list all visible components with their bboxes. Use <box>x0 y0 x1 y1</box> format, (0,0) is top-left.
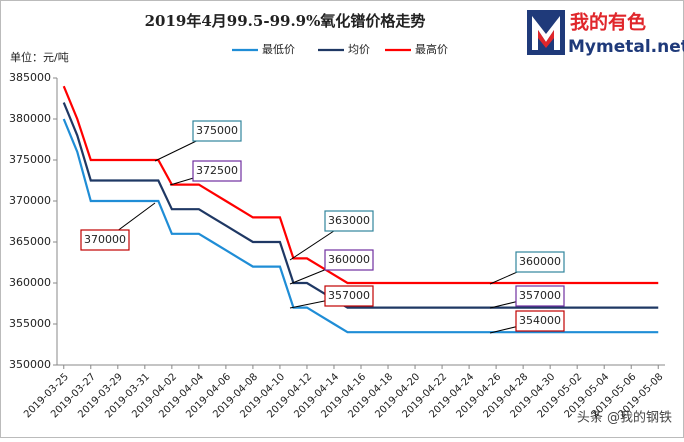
annotation-text: 360000 <box>328 253 370 266</box>
chart-title: 2019年4月99.5-99.9%氧化镨价格走势 <box>145 12 426 30</box>
logo-subtext: Mymetal.net <box>568 37 684 57</box>
annotation-box <box>192 160 242 182</box>
annotation-box <box>324 249 374 271</box>
logo-m <box>532 16 560 50</box>
annotation-box <box>192 120 242 142</box>
series-line <box>62 85 659 285</box>
logo-text: 我的有色 <box>570 11 646 34</box>
logo: 我的有色 Mymetal.net <box>527 10 684 57</box>
y-tick-label: 385000 <box>9 71 51 84</box>
annotation-box <box>515 251 565 273</box>
y-tick-label: 360000 <box>9 276 51 289</box>
annotation-text: 357000 <box>328 289 370 302</box>
legend-label: 最高价 <box>415 42 448 56</box>
y-tick-label: 365000 <box>9 235 51 248</box>
y-tick-label: 355000 <box>9 317 51 330</box>
logo-accent <box>538 30 554 48</box>
annotation-box <box>324 210 374 232</box>
legend-label: 均价 <box>348 43 370 56</box>
annotation-text: 363000 <box>328 214 370 227</box>
annotation-text: 370000 <box>84 233 126 246</box>
y-tick-label: 350000 <box>9 358 51 371</box>
annotation-text: 360000 <box>519 255 561 268</box>
annotation-text: 375000 <box>196 124 238 137</box>
watermark: 头条 @我的钢铁 <box>577 410 672 426</box>
annotation-text: 354000 <box>519 314 561 327</box>
series-line <box>62 102 659 309</box>
annotation-box <box>515 285 565 307</box>
y-tick-label: 375000 <box>9 153 51 166</box>
y-tick-label: 370000 <box>9 194 51 207</box>
annotation-box <box>80 229 130 251</box>
annotation-box <box>324 285 374 307</box>
annotation-text: 372500 <box>196 164 238 177</box>
annotation-text: 357000 <box>519 289 561 302</box>
series-line <box>62 118 659 334</box>
annotation-box <box>515 310 565 332</box>
legend-label: 最低价 <box>262 43 295 56</box>
y-axis-label: 单位：元/吨 <box>10 50 69 64</box>
y-tick-label: 380000 <box>9 112 51 125</box>
